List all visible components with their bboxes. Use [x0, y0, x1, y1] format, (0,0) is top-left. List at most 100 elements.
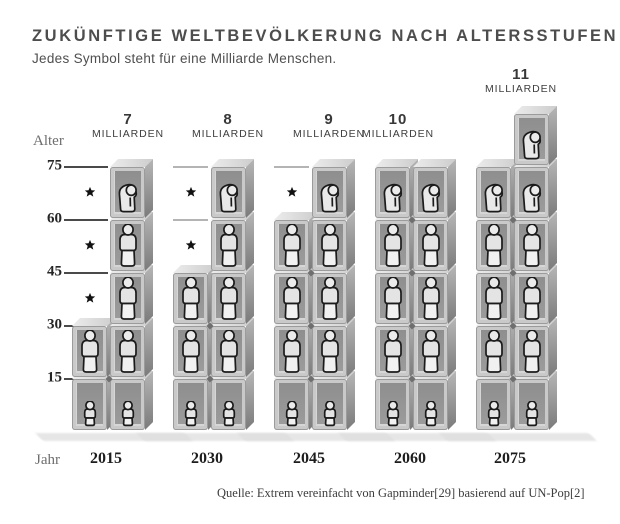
adult-person-icon: [118, 277, 137, 320]
column-total-header: 10 MILLIARDEN: [338, 112, 458, 140]
box-side-face: [347, 318, 355, 377]
adult-person-icon: [219, 224, 238, 267]
adult-person-icon: [383, 330, 402, 373]
y-tick-mark: [64, 272, 108, 274]
adult-person-icon: [421, 224, 440, 267]
box-front-face: [72, 326, 107, 377]
population-billion-box: [110, 318, 153, 379]
sub-billion-star-marker: [84, 238, 95, 250]
adult-person-icon: [421, 330, 440, 373]
box-front-face: [211, 326, 246, 377]
y-tick-label: 75: [47, 157, 62, 174]
box-front-face: [211, 273, 246, 324]
population-billion-box: [514, 265, 557, 326]
y-axis-label: Alter: [33, 133, 64, 149]
box-front-face: [476, 220, 511, 271]
x-tick-year-label: 2015: [90, 450, 122, 467]
box-side-face: [448, 318, 456, 377]
box-front-face: [274, 220, 309, 271]
elderly-person-icon: [383, 183, 402, 213]
star-icon: [84, 239, 95, 250]
box-front-face: [211, 167, 246, 218]
x-tick-year-label: 2060: [394, 450, 426, 467]
population-billion-box: [476, 159, 519, 220]
box-front-face: [110, 273, 145, 324]
y-tick-mark: [64, 166, 108, 168]
elderly-person-icon: [219, 183, 238, 213]
child-person-icon: [83, 401, 96, 427]
sub-billion-star-marker: [84, 291, 95, 303]
total-number: 8: [223, 111, 233, 128]
adult-person-icon: [282, 224, 301, 267]
ground-shadow: [439, 433, 597, 441]
box-front-face: [173, 273, 208, 324]
child-person-icon: [424, 401, 437, 427]
box-front-face: [476, 167, 511, 218]
box-top-face: [476, 159, 519, 167]
box-side-face: [448, 265, 456, 324]
box-side-face: [145, 159, 153, 218]
box-top-face: [211, 159, 254, 167]
population-billion-box: [312, 265, 355, 326]
total-number: 11: [512, 66, 530, 83]
box-side-face: [549, 318, 557, 377]
column-total-header: 9 MILLIARDEN: [269, 112, 389, 140]
total-unit: MILLIARDEN: [191, 128, 264, 140]
box-front-face: [110, 220, 145, 271]
adult-person-icon: [181, 330, 200, 373]
population-billion-box: [514, 106, 557, 167]
column-total-header: 8 MILLIARDEN: [168, 112, 288, 140]
box-top-face: [312, 159, 355, 167]
y-tick-label: 15: [47, 369, 62, 386]
population-billion-box: [274, 212, 317, 273]
population-billion-box: [312, 318, 355, 379]
population-billion-box: [173, 265, 216, 326]
box-top-face: [110, 159, 153, 167]
adult-person-icon: [522, 224, 541, 267]
child-person-icon: [525, 401, 538, 427]
adult-person-icon: [219, 330, 238, 373]
population-billion-box: [110, 371, 153, 432]
box-side-face: [145, 318, 153, 377]
population-billion-box: [413, 371, 456, 432]
box-front-face: [211, 379, 246, 430]
total-unit: MILLIARDEN: [91, 128, 164, 140]
box-front-face: [312, 273, 347, 324]
population-billion-box: [413, 159, 456, 220]
box-side-face: [549, 265, 557, 324]
adult-person-icon: [484, 224, 503, 267]
adult-person-icon: [181, 277, 200, 320]
box-front-face: [312, 326, 347, 377]
box-side-face: [549, 106, 557, 165]
population-billion-box: [211, 371, 254, 432]
population-billion-box: [514, 318, 557, 379]
box-front-face: [514, 326, 549, 377]
x-tick-year-label: 2030: [191, 450, 223, 467]
chart-title: ZUKÜNFTIGE WELTBEVÖLKERUNG NACH ALTERSST…: [32, 27, 619, 45]
box-side-face: [246, 318, 254, 377]
sub-billion-star-marker: [84, 185, 95, 197]
box-side-face: [549, 371, 557, 430]
total-number: 9: [324, 111, 334, 128]
box-front-face: [514, 273, 549, 324]
adult-person-icon: [80, 330, 99, 373]
population-billion-box: [211, 159, 254, 220]
box-front-face: [110, 326, 145, 377]
adult-person-icon: [522, 330, 541, 373]
box-front-face: [413, 273, 448, 324]
box-front-face: [312, 220, 347, 271]
box-front-face: [375, 379, 410, 430]
box-front-face: [274, 326, 309, 377]
sub-billion-star-marker: [185, 185, 196, 197]
population-billion-box: [413, 265, 456, 326]
box-front-face: [274, 379, 309, 430]
box-side-face: [246, 212, 254, 271]
elderly-person-icon: [421, 183, 440, 213]
population-billion-box: [413, 212, 456, 273]
child-person-icon: [184, 401, 197, 427]
y-tick-label: 30: [47, 316, 62, 333]
box-front-face: [312, 379, 347, 430]
child-person-icon: [386, 401, 399, 427]
box-front-face: [375, 167, 410, 218]
population-billion-box: [514, 212, 557, 273]
